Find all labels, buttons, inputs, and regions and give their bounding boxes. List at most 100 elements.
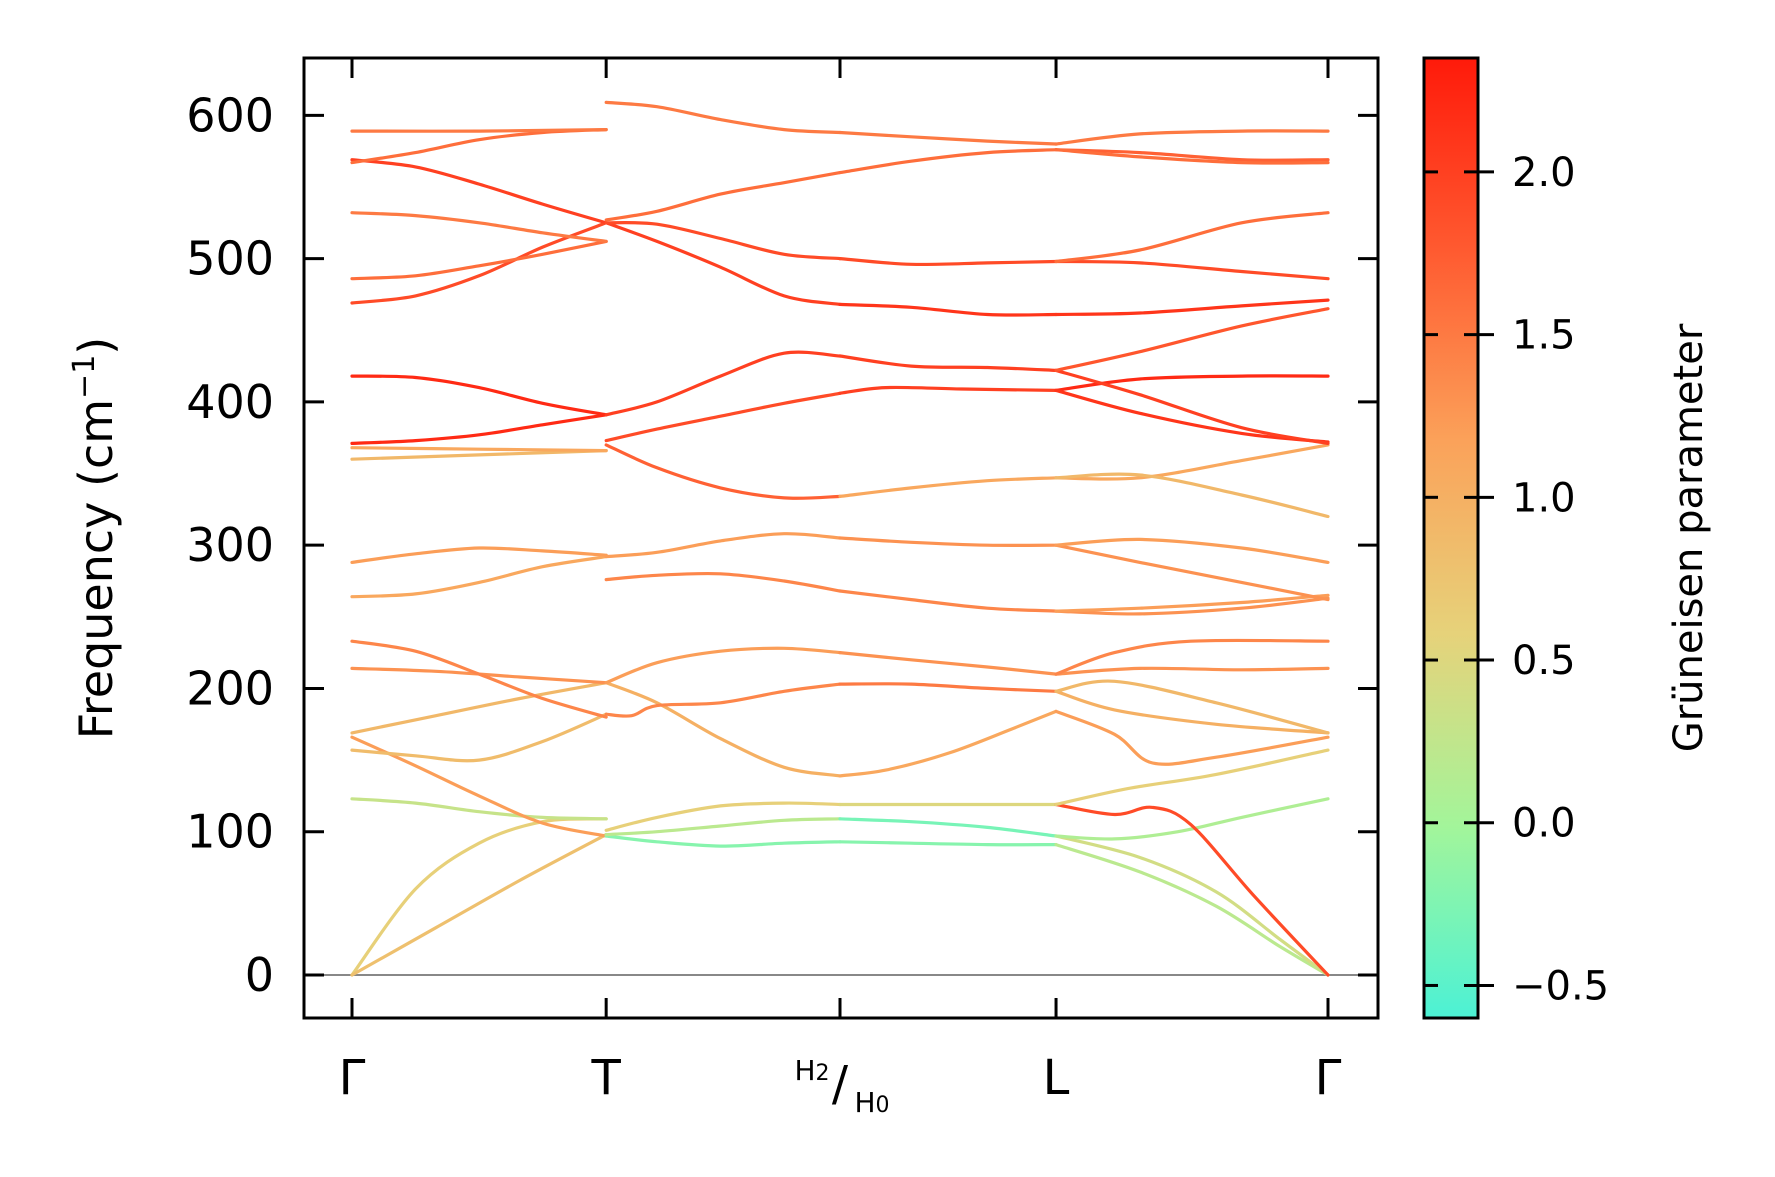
y-tick-label-200: 200 bbox=[186, 661, 274, 715]
band-GT-12 bbox=[350, 413, 608, 445]
colorbar-tick-label-1: 0.0 bbox=[1512, 801, 1576, 847]
colorbar-ticks: −0.5 0.0 0.5 1.0 1.5 2.0 bbox=[1424, 150, 1609, 1009]
colorbar-tick-label-0: −0.5 bbox=[1512, 963, 1609, 1009]
x-axis: Γ T H2/H0 L Γ bbox=[339, 58, 1342, 1119]
band-TH-21 bbox=[604, 817, 842, 837]
band-GT-13 bbox=[350, 374, 608, 417]
band-TH-25 bbox=[604, 646, 842, 685]
band-TH-24 bbox=[604, 682, 842, 718]
band-LG-55 bbox=[1054, 709, 1330, 766]
band-LG-75 bbox=[1054, 129, 1330, 146]
band-HL-43 bbox=[838, 476, 1058, 498]
band-LG-66 bbox=[1054, 374, 1330, 392]
kpoint-label-numerator: H2 bbox=[794, 1054, 829, 1087]
band-TH-28 bbox=[604, 443, 842, 500]
band-TH-20 bbox=[604, 834, 842, 848]
band-GT-0 bbox=[350, 817, 608, 977]
band-TH-23 bbox=[604, 681, 842, 778]
band-LG-73 bbox=[1054, 148, 1330, 162]
band-LG-57 bbox=[1054, 679, 1330, 735]
kpoint-label-denominator: H0 bbox=[854, 1086, 889, 1119]
colorbar-tick-label-5: 2.0 bbox=[1512, 150, 1576, 196]
band-TH-30 bbox=[604, 350, 842, 417]
band-lines bbox=[350, 100, 1330, 977]
band-LG-54 bbox=[1054, 748, 1330, 807]
band-LG-52 bbox=[1054, 797, 1330, 841]
band-GT-19 bbox=[350, 128, 608, 133]
band-HL-45 bbox=[838, 354, 1058, 372]
band-HL-35 bbox=[838, 840, 1058, 847]
band-GT-17 bbox=[350, 158, 608, 225]
band-LG-71 bbox=[1054, 259, 1330, 281]
band-LG-53 bbox=[1054, 802, 1330, 977]
band-GT-9 bbox=[350, 546, 608, 564]
band-LG-59 bbox=[1054, 638, 1330, 676]
band-LG-50 bbox=[1054, 843, 1330, 977]
band-LG-74 bbox=[1054, 148, 1330, 165]
band-GT-8 bbox=[350, 555, 608, 599]
band-GT-11 bbox=[350, 446, 608, 453]
band-TH-22 bbox=[604, 801, 842, 832]
band-TH-29 bbox=[604, 391, 842, 443]
band-TH-33 bbox=[604, 171, 842, 222]
band-TH-27 bbox=[604, 532, 842, 559]
band-GT-15 bbox=[350, 239, 608, 281]
band-HL-39 bbox=[838, 682, 1058, 693]
band-GT-10 bbox=[350, 449, 608, 461]
band-HL-44 bbox=[838, 385, 1058, 395]
band-HL-41 bbox=[838, 589, 1058, 613]
band-GT-16 bbox=[350, 211, 608, 243]
band-HL-42 bbox=[838, 536, 1058, 547]
band-GT-3 bbox=[350, 735, 608, 838]
band-GT-2 bbox=[350, 797, 608, 821]
band-LG-58 bbox=[1054, 666, 1330, 676]
band-GT-7 bbox=[350, 639, 608, 719]
colorbar-tick-label-3: 1.0 bbox=[1512, 475, 1576, 521]
colorbar-title: Grüneisen parameter bbox=[1666, 323, 1712, 752]
band-GT-5 bbox=[350, 681, 608, 735]
band-TH-31 bbox=[604, 221, 842, 306]
band-LG-56 bbox=[1054, 689, 1330, 735]
kpoint-label-slash: / bbox=[832, 1056, 849, 1112]
band-LG-69 bbox=[1054, 307, 1330, 372]
y-axis-title-sup: −1 bbox=[67, 355, 102, 399]
colorbar-gradient bbox=[1422, 56, 1480, 1020]
y-tick-label-400: 400 bbox=[186, 375, 274, 429]
band-LG-72 bbox=[1054, 211, 1330, 264]
band-GT-18 bbox=[350, 128, 608, 165]
y-axis-title-close: ) bbox=[69, 337, 123, 355]
band-GT-14 bbox=[350, 221, 608, 305]
band-LG-60 bbox=[1054, 596, 1330, 616]
y-axis: 0 100 200 300 400 500 600 bbox=[186, 88, 1378, 1002]
y-tick-label-100: 100 bbox=[186, 805, 274, 859]
band-HL-38 bbox=[838, 709, 1058, 778]
band-LG-63 bbox=[1054, 537, 1330, 564]
y-axis-title: Frequency (cm−1) bbox=[67, 337, 123, 740]
band-TH-26 bbox=[604, 571, 842, 593]
band-LG-67 bbox=[1054, 388, 1330, 444]
band-GT-1 bbox=[350, 833, 608, 977]
kpoint-label-1: T bbox=[591, 1050, 622, 1106]
band-LG-65 bbox=[1054, 472, 1330, 519]
band-HL-49 bbox=[838, 130, 1058, 146]
kpoint-label-4: Γ bbox=[1315, 1050, 1342, 1106]
band-LG-70 bbox=[1054, 298, 1330, 317]
kpoint-label-2: H2/H0 bbox=[794, 1054, 889, 1119]
band-LG-62 bbox=[1054, 543, 1330, 602]
band-LG-68 bbox=[1054, 368, 1330, 445]
kpoint-label-0: Γ bbox=[339, 1050, 366, 1106]
band-TH-32 bbox=[604, 221, 842, 261]
colorbar-tick-label-2: 0.5 bbox=[1512, 638, 1576, 684]
y-tick-label-0: 0 bbox=[245, 948, 274, 1002]
band-LG-51 bbox=[1054, 834, 1330, 977]
y-tick-label-500: 500 bbox=[186, 232, 274, 286]
band-HL-36 bbox=[838, 817, 1058, 838]
band-TH-34 bbox=[604, 100, 842, 135]
band-GT-4 bbox=[350, 712, 608, 763]
y-tick-label-300: 300 bbox=[186, 518, 274, 572]
colorbar: −0.5 0.0 0.5 1.0 1.5 2.0 bbox=[1422, 56, 1609, 1020]
band-HL-40 bbox=[838, 651, 1058, 676]
band-LG-64 bbox=[1054, 443, 1330, 481]
band-HL-48 bbox=[838, 148, 1058, 175]
